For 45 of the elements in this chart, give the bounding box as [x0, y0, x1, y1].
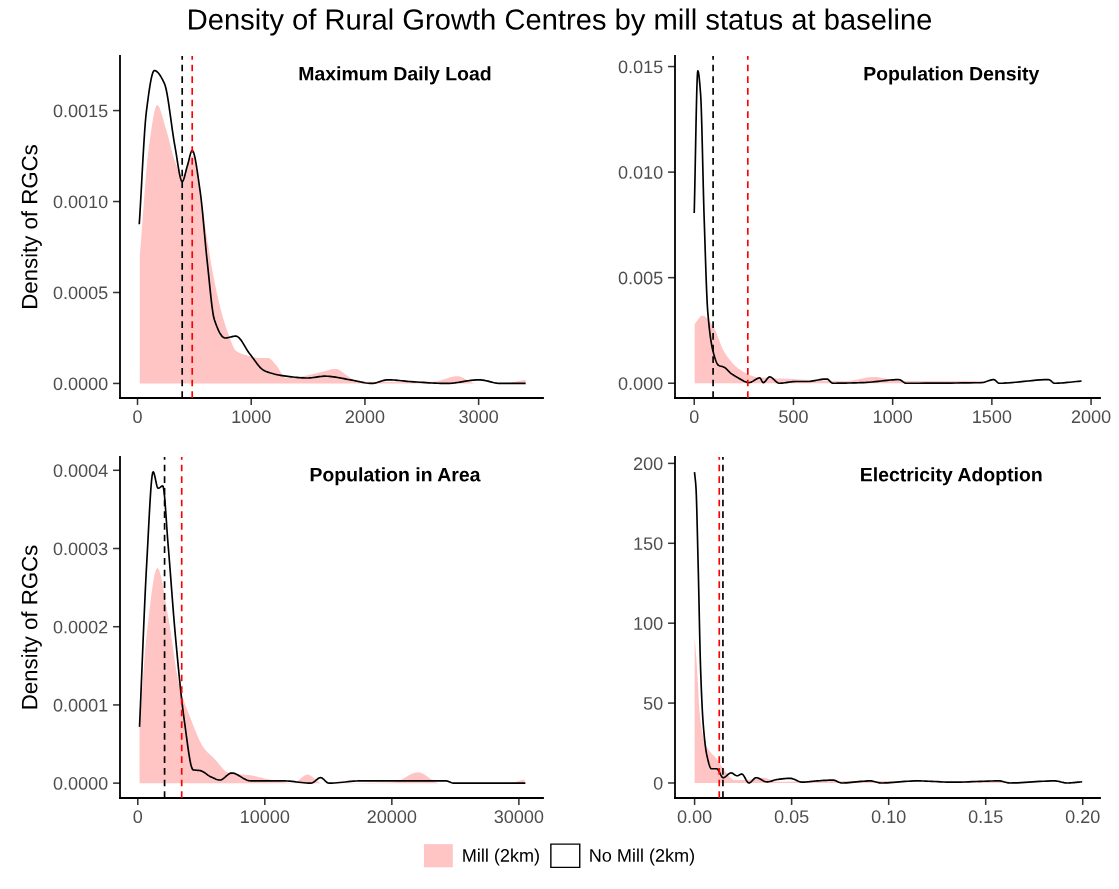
x-tick-label: 0	[689, 410, 699, 424]
x-tick-label: 1000	[232, 410, 271, 424]
chart-title: Density of Rural Growth Centres by mill status at baseline	[189, 8, 932, 36]
x-tick-label: 1000	[873, 410, 913, 424]
y-tick-label: 50	[643, 697, 663, 710]
y-tick-label: 0.0005	[53, 286, 108, 300]
y-tick-label: 100	[634, 617, 663, 630]
y-tick-label: 200	[633, 457, 663, 471]
y-tick-label: 0.0002	[53, 620, 108, 634]
y-tick-label: 0.010	[618, 166, 663, 179]
y-tick-label: 0.0001	[53, 698, 108, 712]
y-tick-label: 0	[653, 776, 663, 790]
y-tick-label: 0.0000	[53, 377, 108, 391]
y-tick-label: 0.0015	[53, 104, 108, 118]
y-tick-label: 0.0003	[53, 542, 108, 556]
x-tick-label: 0.20	[1065, 810, 1100, 824]
x-tick-label: 500	[779, 410, 808, 424]
y-tick-label: 0.0000	[53, 777, 108, 790]
x-tick-label: 30000	[494, 810, 544, 824]
chart-subtitle: Electricity Adoption	[861, 467, 1042, 486]
x-tick-label: 0.05	[774, 810, 809, 824]
x-tick-label: 0.00	[677, 810, 712, 824]
x-tick-label: 2000	[1071, 410, 1111, 424]
legend-label: Mill (2km)	[463, 848, 539, 866]
x-tick-label: 2000	[345, 410, 385, 424]
y-axis-title: Density of RGCs	[21, 545, 42, 709]
y-tick-label: 0.005	[618, 271, 663, 285]
chart-subtitle: Population Density	[864, 66, 1040, 85]
x-tick-label: 0	[133, 810, 143, 824]
legend-label: No Mill (2km)	[590, 848, 694, 866]
y-tick-label: 0.0010	[53, 195, 108, 209]
x-tick-label: 10000	[241, 810, 290, 824]
y-tick-label: 0.015	[618, 60, 663, 74]
chart-subtitle: Population in Area	[310, 467, 481, 486]
y-tick-label: 150	[634, 537, 663, 551]
x-tick-label: 0.15	[968, 810, 1003, 824]
x-tick-label: 3000	[459, 410, 499, 424]
x-tick-label: 0	[133, 410, 142, 424]
y-axis-title: Density of RGCs	[21, 145, 42, 308]
x-tick-label: 1500	[973, 410, 1012, 424]
y-tick-label: 0.000	[618, 377, 663, 390]
x-tick-label: 20000	[367, 810, 417, 824]
chart-subtitle: Maximum Daily Load	[299, 66, 491, 85]
y-tick-label: 0.0004	[53, 464, 108, 478]
x-tick-label: 0.10	[871, 810, 906, 824]
